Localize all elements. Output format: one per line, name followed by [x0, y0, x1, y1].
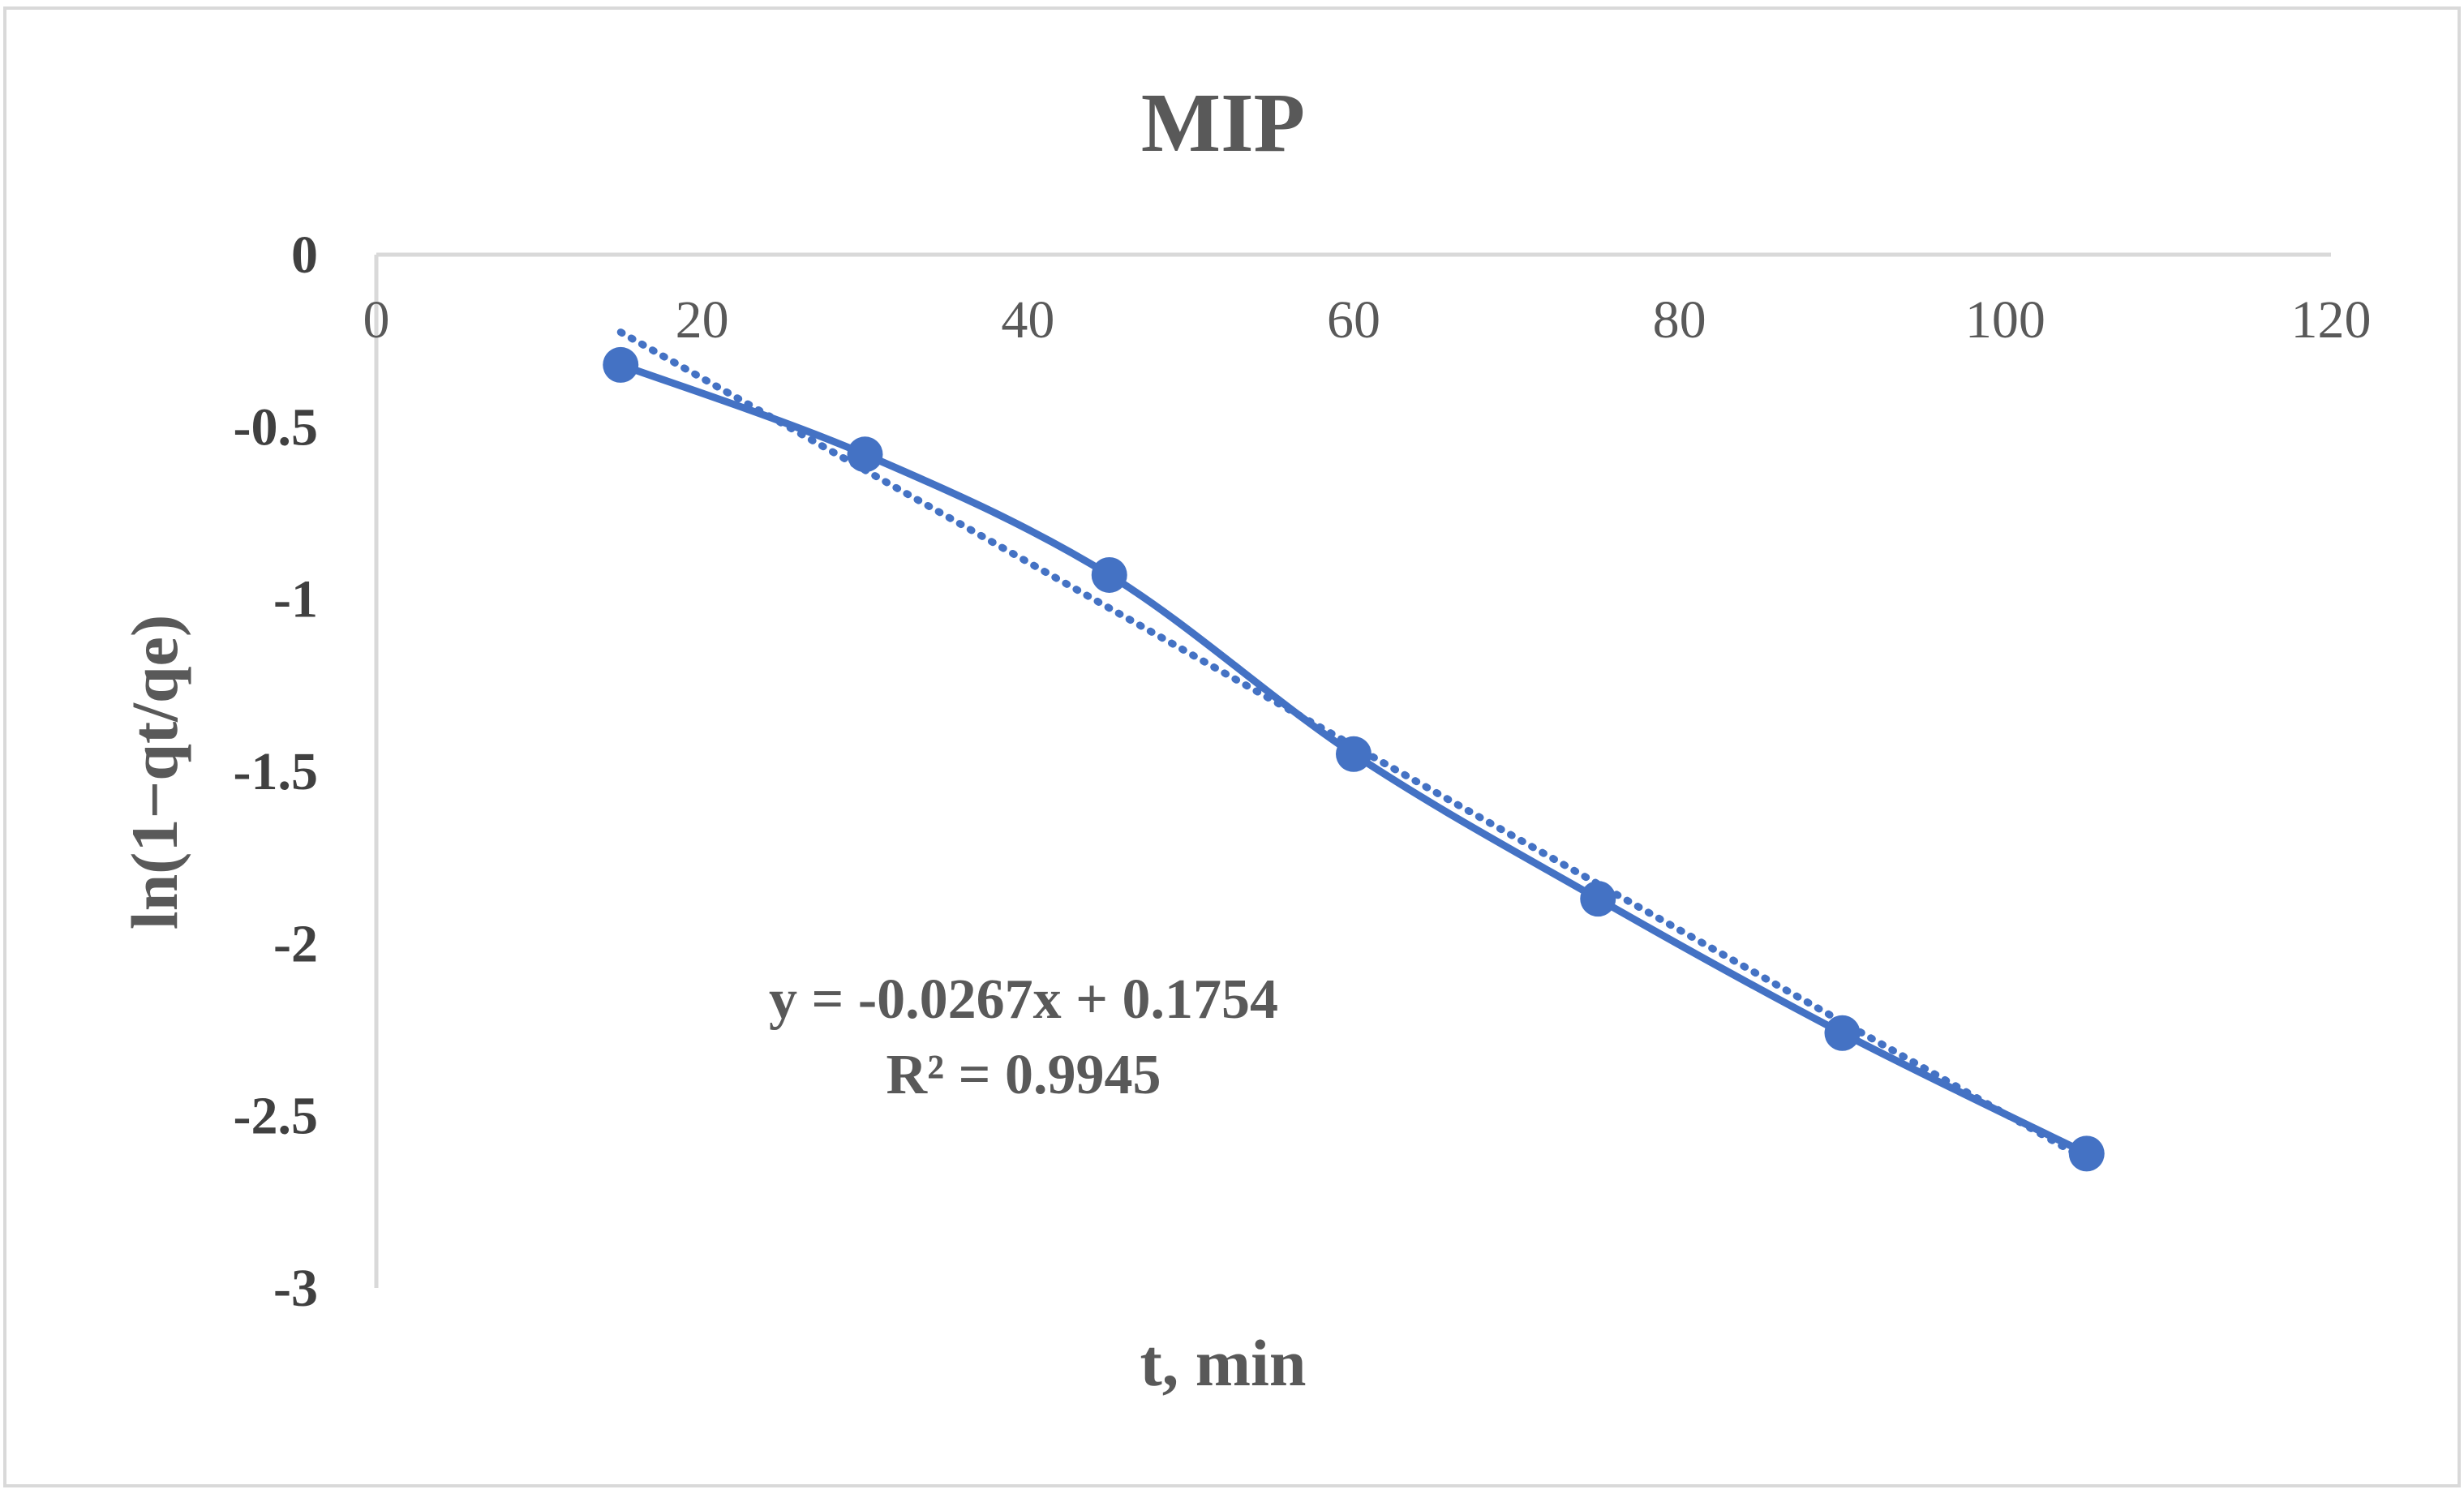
x-tick-label: 20 [676, 290, 729, 350]
chart-border [3, 6, 2461, 1487]
y-tick-labels: 0 -0.5 -1 -1.5 -2 -2.5 -3 [234, 225, 318, 1318]
axes [374, 252, 2331, 1288]
data-point [2068, 1135, 2105, 1172]
y-tick-label: -1.5 [234, 742, 318, 801]
y-tick-label: -1 [273, 570, 318, 629]
x-tick-label: 80 [1653, 290, 1706, 350]
trendline-equation: y = -0.0267x + 0.1754 [769, 968, 1278, 1031]
series-markers [603, 346, 2105, 1172]
data-point [1091, 556, 1127, 593]
x-axis-title: t, min [1140, 1326, 1307, 1400]
y-axis-title: ln(1−qt/qe) [118, 615, 191, 929]
data-point [1336, 736, 1372, 772]
data-point [847, 436, 883, 473]
trendline-r-squared: R² = 0.9945 [886, 1044, 1161, 1106]
data-point [1580, 881, 1616, 917]
x-tick-label: 100 [1965, 290, 2045, 350]
y-tick-label: -2 [273, 914, 318, 973]
chart-title: MIP [1141, 76, 1305, 170]
x-tick-labels: 0 20 40 60 80 100 120 [363, 290, 2372, 350]
data-point [1824, 1015, 1861, 1051]
data-point [603, 346, 639, 383]
x-tick-label: 40 [1001, 290, 1054, 350]
y-tick-label: -3 [273, 1259, 318, 1318]
y-tick-label: 0 [291, 225, 318, 285]
x-tick-label: 60 [1327, 290, 1380, 350]
x-tick-label: 0 [363, 290, 390, 350]
y-tick-label: -0.5 [234, 397, 318, 457]
y-tick-label: -2.5 [234, 1087, 318, 1146]
x-tick-label: 120 [2291, 290, 2372, 350]
